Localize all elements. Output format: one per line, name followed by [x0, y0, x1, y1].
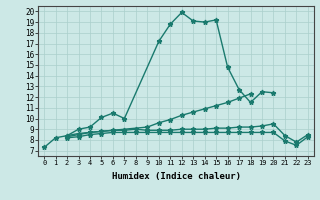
X-axis label: Humidex (Indice chaleur): Humidex (Indice chaleur) — [111, 172, 241, 181]
